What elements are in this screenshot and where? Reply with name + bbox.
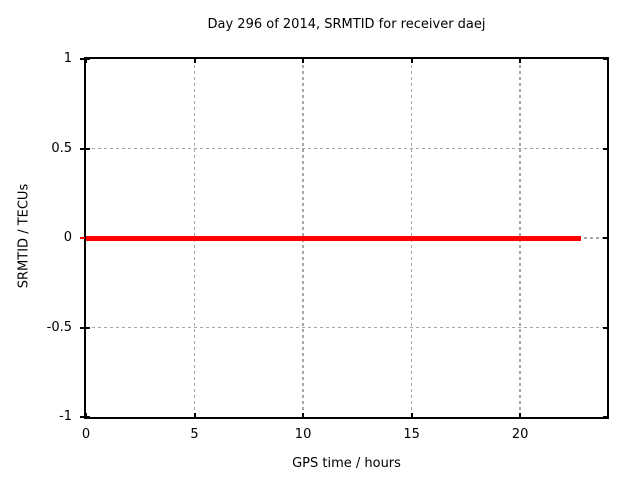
y-tick-right <box>603 416 607 418</box>
x-tick-top <box>519 59 522 63</box>
y-tick-label: 0 <box>63 230 72 245</box>
y-tick-left <box>80 416 90 418</box>
y-tick-right <box>603 147 607 150</box>
x-tick-label: 20 <box>511 427 529 442</box>
x-tick-label: 15 <box>403 427 420 442</box>
y-tick-left <box>80 237 90 239</box>
x-tick-label: 5 <box>190 427 199 442</box>
x-tick-bottom <box>193 413 196 417</box>
x-tick-label: 10 <box>294 427 312 442</box>
plot-area <box>80 57 609 419</box>
x-tick-top <box>193 59 196 63</box>
x-tick-top <box>302 59 305 63</box>
y-tick-label: -1 <box>59 409 72 424</box>
y-tick-label: 1 <box>63 51 72 66</box>
y-tick-right <box>603 237 607 239</box>
x-axis-label: GPS time / hours <box>292 456 401 471</box>
x-tick-bottom <box>410 413 413 417</box>
y-tick-left <box>80 326 90 329</box>
x-tick-bottom <box>85 413 87 417</box>
x-tick-bottom <box>302 413 305 417</box>
y-gridline <box>86 147 607 150</box>
chart-title: Day 296 of 2014, SRMTID for receiver dae… <box>207 17 486 32</box>
y-tick-label: 0.5 <box>51 140 72 156</box>
x-tick-top <box>85 59 87 63</box>
y-gridline <box>86 326 607 329</box>
x-tick-top <box>410 59 413 63</box>
x-tick-bottom <box>519 413 522 417</box>
series-line <box>86 235 581 241</box>
y-tick-left <box>80 58 90 60</box>
x-tick-label: 0 <box>81 427 91 442</box>
series-start-cap <box>80 237 85 239</box>
y-tick-right <box>603 58 607 60</box>
y-tick-right <box>603 326 607 329</box>
y-tick-left <box>80 147 90 150</box>
y-tick-label: -0.5 <box>46 319 72 335</box>
